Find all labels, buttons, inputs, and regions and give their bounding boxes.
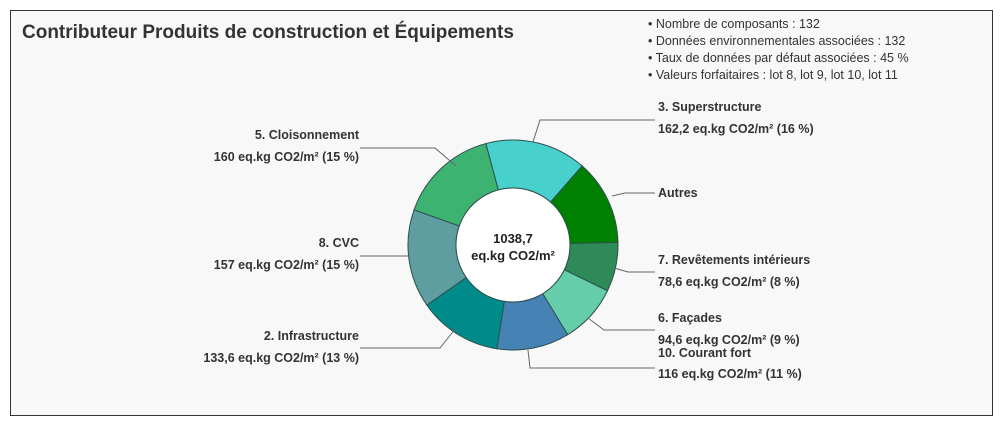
total-unit: eq.kg CO2/m² bbox=[471, 248, 555, 263]
leader-line-courant-fort bbox=[527, 349, 655, 369]
label-facades: 6. Façades 94,6 eq.kg CO2/m² (9 %) bbox=[658, 307, 800, 351]
leader-line-revetements bbox=[613, 267, 655, 273]
label-cloisonnement: 5. Cloisonnement 160 eq.kg CO2/m² (15 %) bbox=[214, 124, 359, 168]
label-cvc: 8. CVC 157 eq.kg CO2/m² (15 %) bbox=[214, 232, 359, 276]
info-item: Données environnementales associées : 13… bbox=[648, 33, 909, 50]
label-value: 162,2 eq.kg CO2/m² (16 %) bbox=[658, 122, 814, 136]
leader-line-superstructure bbox=[532, 119, 655, 143]
info-item: Taux de données par défaut associées : 4… bbox=[648, 50, 909, 67]
info-item: Valeurs forfaitaires : lot 8, lot 9, lot… bbox=[648, 67, 909, 84]
donut-center-total: 1038,7 eq.kg CO2/m² bbox=[453, 230, 573, 264]
label-value: 160 eq.kg CO2/m² (15 %) bbox=[213, 150, 359, 164]
label-value: 133,6 eq.kg CO2/m² (13 %) bbox=[203, 351, 359, 365]
donut-hole bbox=[455, 187, 571, 303]
label-name: 2. Infrastructure bbox=[263, 329, 359, 343]
label-name: 6. Façades bbox=[658, 311, 722, 325]
chart-title: Contributeur Produits de construction et… bbox=[22, 22, 514, 43]
total-value: 1038,7 bbox=[493, 231, 533, 246]
label-name: 3. Superstructure bbox=[658, 100, 762, 114]
label-infrastructure: 2. Infrastructure 133,6 eq.kg CO2/m² (13… bbox=[203, 325, 359, 369]
leader-line-facades bbox=[587, 317, 655, 331]
label-revetements: 7. Revêtements intérieurs 78,6 eq.kg CO2… bbox=[658, 249, 810, 293]
info-item: Nombre de composants : 132 bbox=[648, 16, 909, 33]
label-name: 7. Revêtements intérieurs bbox=[658, 253, 811, 267]
label-superstructure: 3. Superstructure 162,2 eq.kg CO2/m² (16… bbox=[658, 96, 814, 140]
label-name: 10. Courant fort bbox=[658, 346, 752, 360]
label-value: 116 eq.kg CO2/m² (11 %) bbox=[658, 367, 802, 381]
label-name: 8. CVC bbox=[318, 236, 359, 250]
leader-line-infrastructure bbox=[360, 327, 457, 349]
label-value: 94,6 eq.kg CO2/m² (9 %) bbox=[658, 333, 800, 347]
label-value: 78,6 eq.kg CO2/m² (8 %) bbox=[658, 275, 800, 289]
leader-line-cloisonnement bbox=[360, 147, 457, 167]
label-courant-fort: 10. Courant fort 116 eq.kg CO2/m² (11 %) bbox=[658, 343, 802, 385]
label-value: 157 eq.kg CO2/m² (15 %) bbox=[213, 258, 359, 272]
label-autres: Autres bbox=[658, 182, 698, 204]
label-name: Autres bbox=[658, 186, 698, 200]
info-list: Nombre de composants : 132 Données envir… bbox=[648, 16, 909, 84]
label-name: 5. Cloisonnement bbox=[254, 128, 359, 142]
leader-line-autres bbox=[611, 192, 655, 197]
